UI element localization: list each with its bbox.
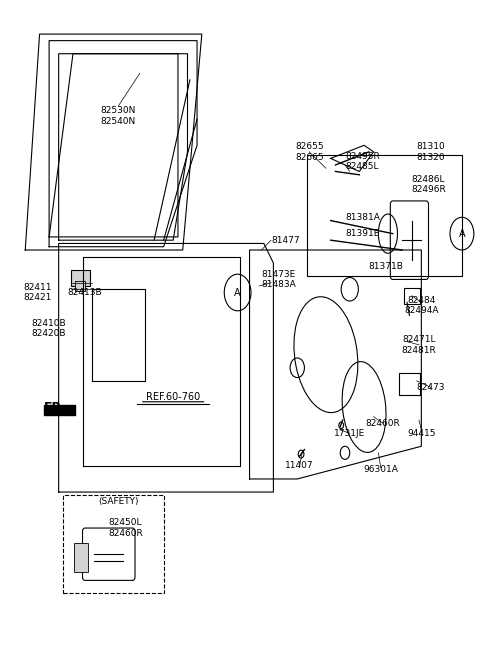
FancyBboxPatch shape xyxy=(74,543,88,572)
Text: A: A xyxy=(458,229,465,238)
Text: 82460R: 82460R xyxy=(366,419,400,428)
Text: (SAFETY): (SAFETY) xyxy=(98,497,139,507)
Text: 82411
82421: 82411 82421 xyxy=(23,283,51,302)
Text: 81310
81320: 81310 81320 xyxy=(417,142,445,162)
Text: 82495R
82485L: 82495R 82485L xyxy=(345,152,380,171)
Text: 11407: 11407 xyxy=(285,461,314,470)
Text: 82530N
82540N: 82530N 82540N xyxy=(101,106,136,125)
Text: 82473: 82473 xyxy=(417,383,445,392)
Text: 94415: 94415 xyxy=(407,428,435,438)
Text: 82410B
82420B: 82410B 82420B xyxy=(32,319,66,338)
Text: 82471L
82481R: 82471L 82481R xyxy=(402,335,436,355)
Polygon shape xyxy=(71,269,90,286)
Text: 82655
82665: 82655 82665 xyxy=(295,142,324,162)
Text: 81477: 81477 xyxy=(271,236,300,244)
Text: 81371B: 81371B xyxy=(369,262,404,271)
Text: 82486L
82496R: 82486L 82496R xyxy=(411,175,446,194)
Polygon shape xyxy=(75,281,85,290)
Text: 81391E: 81391E xyxy=(345,229,379,238)
Text: 1731JE: 1731JE xyxy=(334,428,365,438)
Text: 81381A: 81381A xyxy=(345,213,380,222)
Text: 82413B: 82413B xyxy=(68,288,102,297)
Text: A: A xyxy=(234,288,241,298)
Text: 82484
82494A: 82484 82494A xyxy=(404,296,439,315)
Text: 96301A: 96301A xyxy=(363,464,398,474)
Text: FR.: FR. xyxy=(44,401,68,413)
Text: REF.60-760: REF.60-760 xyxy=(146,392,200,402)
Text: 82450L
82460R: 82450L 82460R xyxy=(108,518,143,537)
Text: 81473E
81483A: 81473E 81483A xyxy=(262,270,296,289)
Polygon shape xyxy=(44,405,75,415)
